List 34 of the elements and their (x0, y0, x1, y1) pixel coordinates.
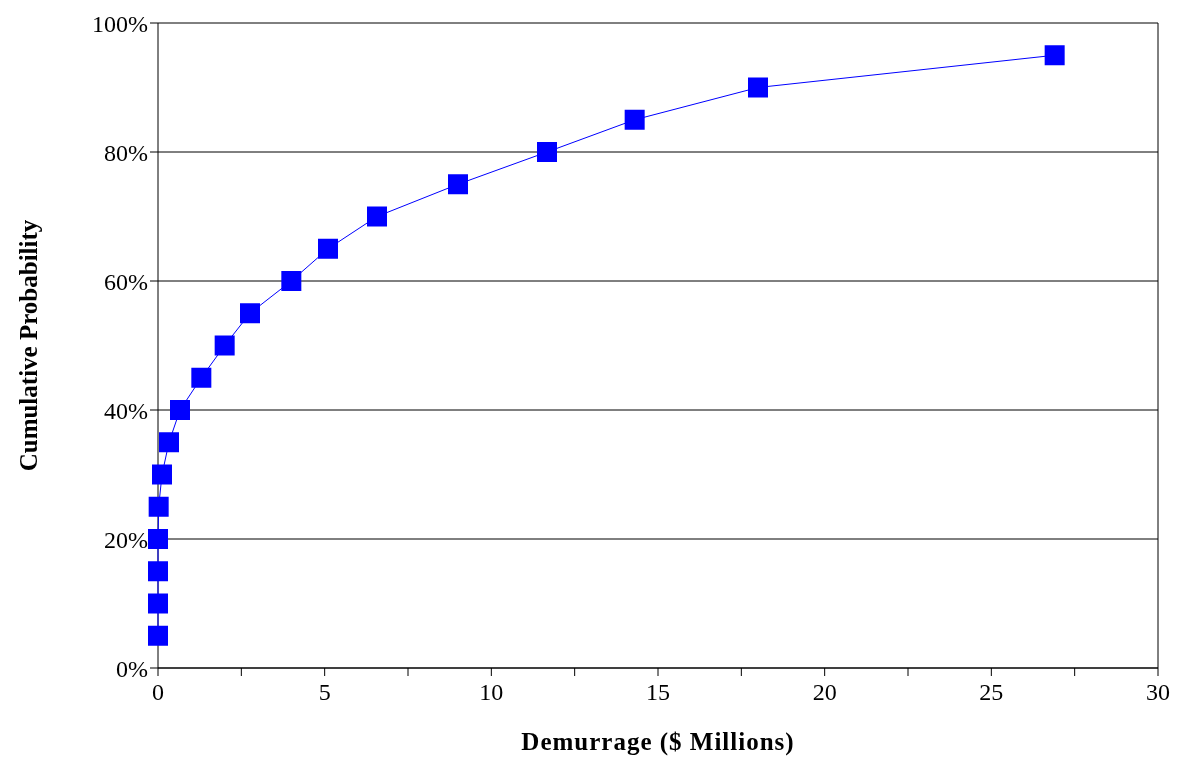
point (159, 432, 179, 453)
point (191, 367, 212, 388)
x-tick-label: 15 (646, 679, 670, 705)
point (748, 77, 768, 98)
point (367, 206, 387, 227)
point (448, 174, 468, 195)
point (170, 400, 190, 420)
x-tick-label: 5 (318, 679, 331, 705)
y-tick-label: 80% (104, 139, 148, 166)
y-tick-label: 0% (116, 655, 148, 682)
x-tick-label: 0 (152, 679, 164, 705)
point (537, 142, 557, 162)
y-tick-label: 60% (104, 268, 148, 295)
point (148, 529, 168, 549)
point (240, 303, 260, 324)
point (148, 625, 168, 646)
x-tick-label: 20 (812, 679, 837, 705)
point (1044, 45, 1065, 66)
y-tick-label: 20% (104, 526, 148, 553)
x-tick-label: 30 (1146, 679, 1170, 705)
y-tick-label: 40% (104, 397, 148, 424)
point (148, 561, 168, 582)
y-axis-title: Cumulative Probability (14, 219, 42, 472)
x-tick-label: 25 (979, 679, 1004, 705)
point (148, 593, 168, 614)
point (624, 109, 645, 130)
y-tick-label: 100% (92, 10, 148, 37)
point (281, 271, 302, 291)
point (318, 238, 338, 259)
point (214, 335, 235, 356)
x-tick-label: 10 (479, 679, 504, 705)
point (148, 496, 169, 517)
point (152, 464, 172, 485)
x-axis-title: Demurrage ($ Millions) (521, 728, 795, 756)
